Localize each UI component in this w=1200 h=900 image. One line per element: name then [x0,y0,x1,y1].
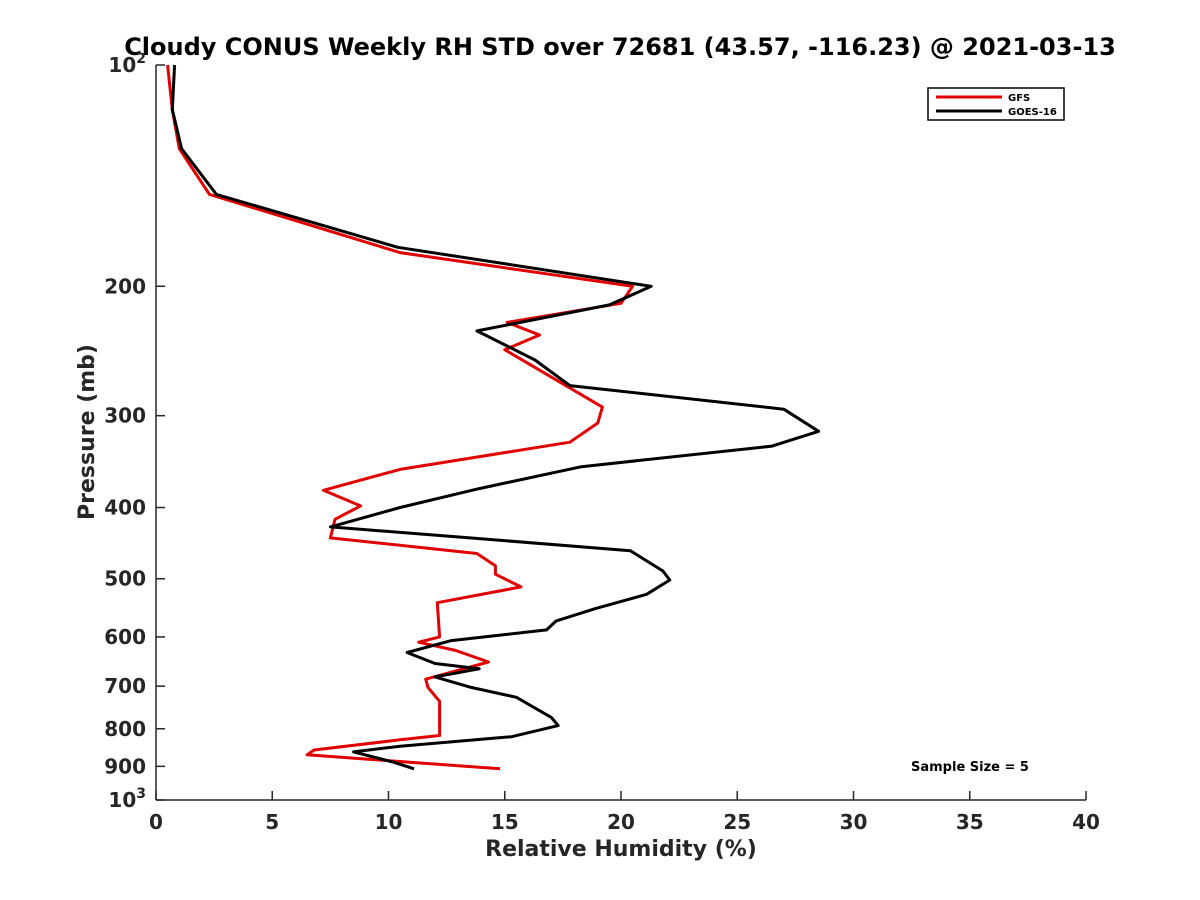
x-tick-label: 0 [149,810,163,834]
x-tick-label: 25 [723,810,751,834]
x-tick-label: 20 [607,810,635,834]
sample-size-annotation: Sample Size = 5 [911,760,1029,775]
y-tick-label: 300 [104,404,146,428]
x-tick-label: 15 [491,810,519,834]
y-tick-label: 102 [108,51,146,77]
y-tick-label: 800 [104,717,146,741]
x-tick-label: 35 [956,810,984,834]
series-line-gfs [166,64,635,771]
x-ticks: 0 5 10 15 20 25 30 35 40 [149,791,1100,834]
y-tick-label: 500 [104,567,146,591]
chart-title: Cloudy CONUS Weekly RH STD over 72681 (4… [124,33,1116,61]
legend: GFS GOES-16 [927,87,1065,121]
x-tick-label: 5 [265,810,279,834]
series-layer [166,64,821,771]
y-tick-label: 400 [104,496,146,520]
y-ticks: 102 200 300 400 500 600 700 800 900 103 [104,51,165,812]
y-axis-label: Pressure (mb) [75,344,100,520]
legend-label-gfs: GFS [1008,93,1030,104]
y-tick-label: 900 [104,754,146,778]
y-tick-label: 103 [108,786,146,812]
x-tick-label: 10 [375,810,403,834]
legend-box [927,87,1065,121]
series-line-goes-16 [170,64,821,771]
y-tick-label: 600 [104,625,146,649]
x-axis-label: Relative Humidity (%) [485,837,757,862]
x-tick-label: 40 [1072,810,1100,834]
x-tick-label: 30 [840,810,868,834]
y-tick-label: 200 [104,274,146,298]
y-tick-label: 700 [104,674,146,698]
legend-label-goes-16: GOES-16 [1008,107,1057,118]
